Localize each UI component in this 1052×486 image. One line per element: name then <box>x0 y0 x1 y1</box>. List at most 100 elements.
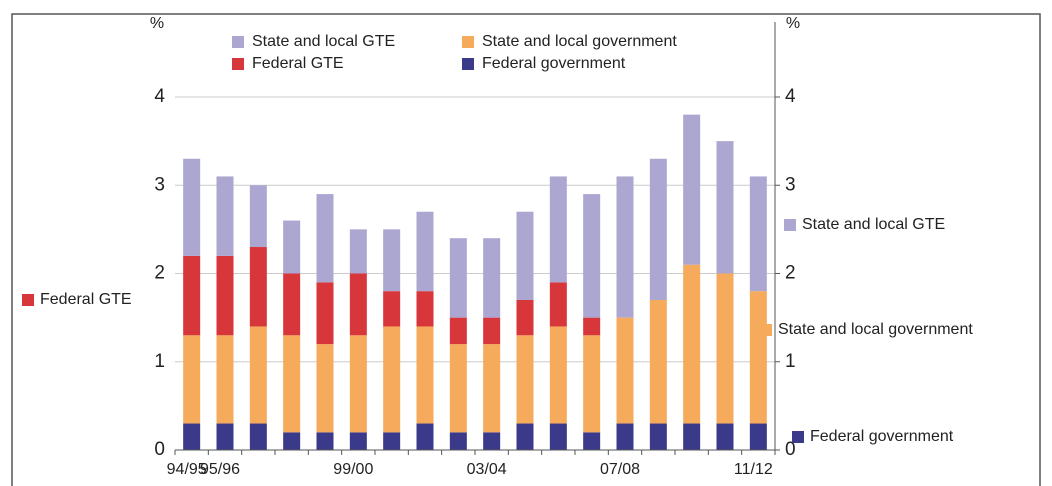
bar-segment <box>683 264 701 424</box>
bar-segment <box>249 423 267 450</box>
y2-tick-label: 0 <box>785 439 796 460</box>
bar-segment <box>583 335 601 433</box>
bar-segment <box>649 299 667 424</box>
bar-segment <box>416 211 434 292</box>
y2-tick-label: 1 <box>785 351 796 372</box>
bar-segment <box>683 114 701 265</box>
annotation: State and local GTE <box>802 216 945 233</box>
bar-segment <box>483 238 501 318</box>
annotation-swatch <box>784 219 796 231</box>
bar-segment <box>283 220 301 274</box>
legend-label: State and local government <box>482 33 677 50</box>
bar-segment <box>349 229 367 274</box>
bar-segment <box>483 317 501 345</box>
annotation: State and local government <box>778 321 973 338</box>
annotation: Federal GTE <box>40 291 132 308</box>
bar-segment <box>416 423 434 450</box>
bar-segment <box>616 176 634 318</box>
legend-label: Federal government <box>482 55 626 72</box>
y-tick-label: 2 <box>154 263 165 284</box>
bar-segment <box>316 282 334 345</box>
bar-segment <box>383 229 401 292</box>
bar-segment <box>683 423 701 450</box>
y2-tick-label: 3 <box>785 174 796 195</box>
bar-segment <box>616 423 634 450</box>
y-tick-label: 0 <box>154 439 165 460</box>
bar-segment <box>183 423 201 450</box>
legend-swatch <box>232 36 244 48</box>
bar-segment <box>449 432 467 450</box>
frame <box>11 13 1041 486</box>
y2-axis-label: % <box>786 15 800 32</box>
bar-segment <box>183 335 201 424</box>
legend-label: State and local GTE <box>252 33 395 50</box>
bar-segment <box>283 335 301 433</box>
bar-segment <box>616 317 634 424</box>
bar-segment <box>549 326 567 424</box>
x-tick-label: 11/12 <box>734 461 773 478</box>
bar-segment <box>183 158 201 256</box>
y2-tick-label: 2 <box>785 263 796 284</box>
bar-segment <box>316 344 334 433</box>
x-tick-label: 03/04 <box>467 461 507 478</box>
bar-segment <box>716 423 734 450</box>
bar-segment <box>549 282 567 327</box>
bar-segment <box>449 317 467 345</box>
bar-segment <box>649 423 667 450</box>
y-tick-label: 1 <box>154 351 165 372</box>
bar-segment <box>649 158 667 300</box>
bar-segment <box>383 291 401 327</box>
bar-segment <box>349 335 367 433</box>
bar-segment <box>749 423 767 450</box>
bar-segment <box>416 291 434 327</box>
x-tick-label: 94/95 <box>167 461 207 478</box>
annotation-swatch <box>792 431 804 443</box>
bar-segment <box>483 344 501 433</box>
bar-segment <box>449 344 467 433</box>
bar-segment <box>216 255 234 336</box>
annotation-swatch <box>22 294 34 306</box>
annotation-swatch <box>760 324 772 336</box>
bar-segment <box>216 423 234 450</box>
bar-segment <box>349 432 367 450</box>
y2-tick-label: 4 <box>785 86 796 107</box>
bar-segment <box>349 273 367 336</box>
legend-swatch <box>232 58 244 70</box>
legend-swatch <box>462 58 474 70</box>
bar-segment <box>249 185 267 248</box>
legend-swatch <box>462 36 474 48</box>
x-tick-label: 95/96 <box>200 461 240 478</box>
bar-segment <box>483 432 501 450</box>
y-tick-label: 4 <box>154 86 165 107</box>
bar-segment <box>449 238 467 318</box>
bar-segment <box>583 194 601 318</box>
x-tick-label: 99/00 <box>333 461 373 478</box>
bar-segment <box>583 317 601 336</box>
bar-segment <box>516 211 534 300</box>
bar-segment <box>749 176 767 292</box>
legend-label: Federal GTE <box>252 55 344 72</box>
bar-segment <box>416 326 434 424</box>
annotation: Federal government <box>810 428 954 445</box>
bar-segment <box>749 291 767 424</box>
bar-segment <box>549 423 567 450</box>
bar-segment <box>283 273 301 336</box>
bar-segment <box>316 432 334 450</box>
bar-segment <box>216 176 234 256</box>
bar-segment <box>516 423 534 450</box>
x-tick-label: 07/08 <box>600 461 640 478</box>
bar-segment <box>716 273 734 424</box>
bar-segment <box>516 299 534 336</box>
y-tick-label: 3 <box>154 174 165 195</box>
bar-segment <box>249 326 267 424</box>
bar-segment <box>383 432 401 450</box>
bar-segment <box>549 176 567 283</box>
bar-segment <box>383 326 401 433</box>
y-axis-label: % <box>150 15 164 32</box>
bar-segment <box>283 432 301 450</box>
bar-segment <box>583 432 601 450</box>
bar-segment <box>216 335 234 424</box>
bar-segment <box>516 335 534 424</box>
